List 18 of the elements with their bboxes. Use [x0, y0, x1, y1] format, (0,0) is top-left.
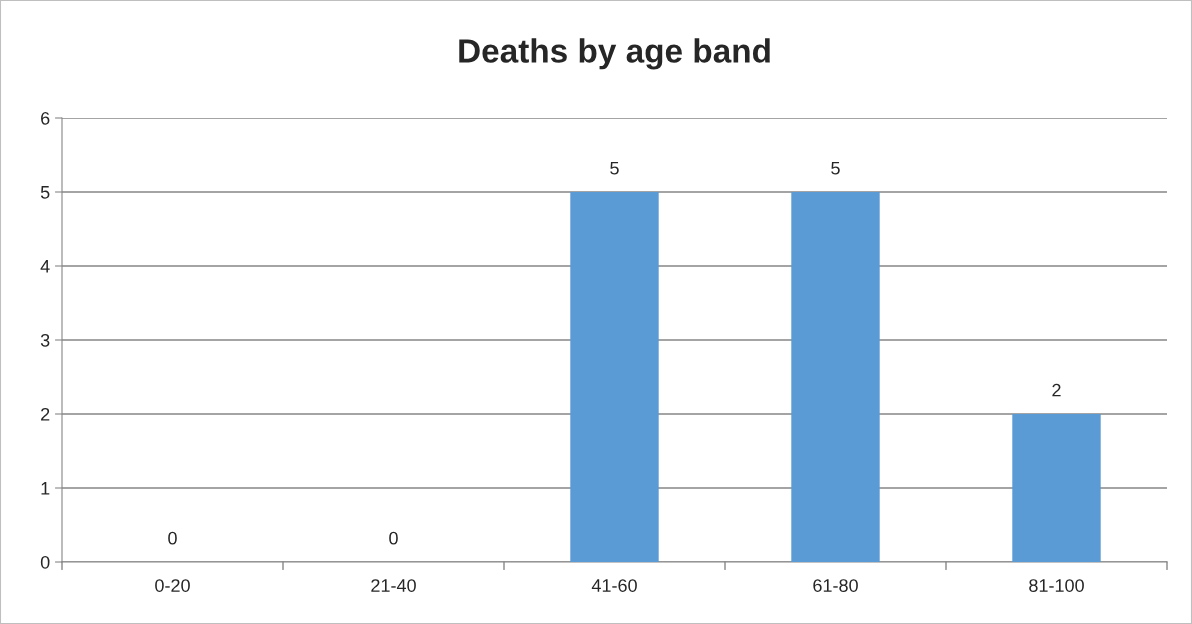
- x-tick-label: 21-40: [371, 579, 416, 592]
- y-tick-label: 6: [41, 111, 50, 125]
- data-label: 5: [610, 161, 619, 175]
- y-tick-label: 4: [40, 260, 50, 273]
- y-tick-label: 2: [41, 407, 50, 421]
- data-label: 2: [1052, 383, 1061, 397]
- y-tick-label: 5: [40, 186, 50, 199]
- x-tick-label: 81-100: [1029, 579, 1084, 592]
- y-tick-label: 3: [40, 333, 50, 347]
- x-tick-label: 61-80: [813, 579, 858, 592]
- data-label: 5: [831, 161, 840, 175]
- chart-title: Deaths by age band: [459, 38, 770, 70]
- data-label: 0: [168, 531, 177, 545]
- y-tick-label: 0: [40, 555, 50, 569]
- x-tick-label: 41-60: [591, 579, 637, 592]
- y-tick-label: 1: [41, 482, 50, 495]
- x-tick-label: 0-20: [155, 579, 190, 592]
- data-label: 0: [389, 531, 398, 545]
